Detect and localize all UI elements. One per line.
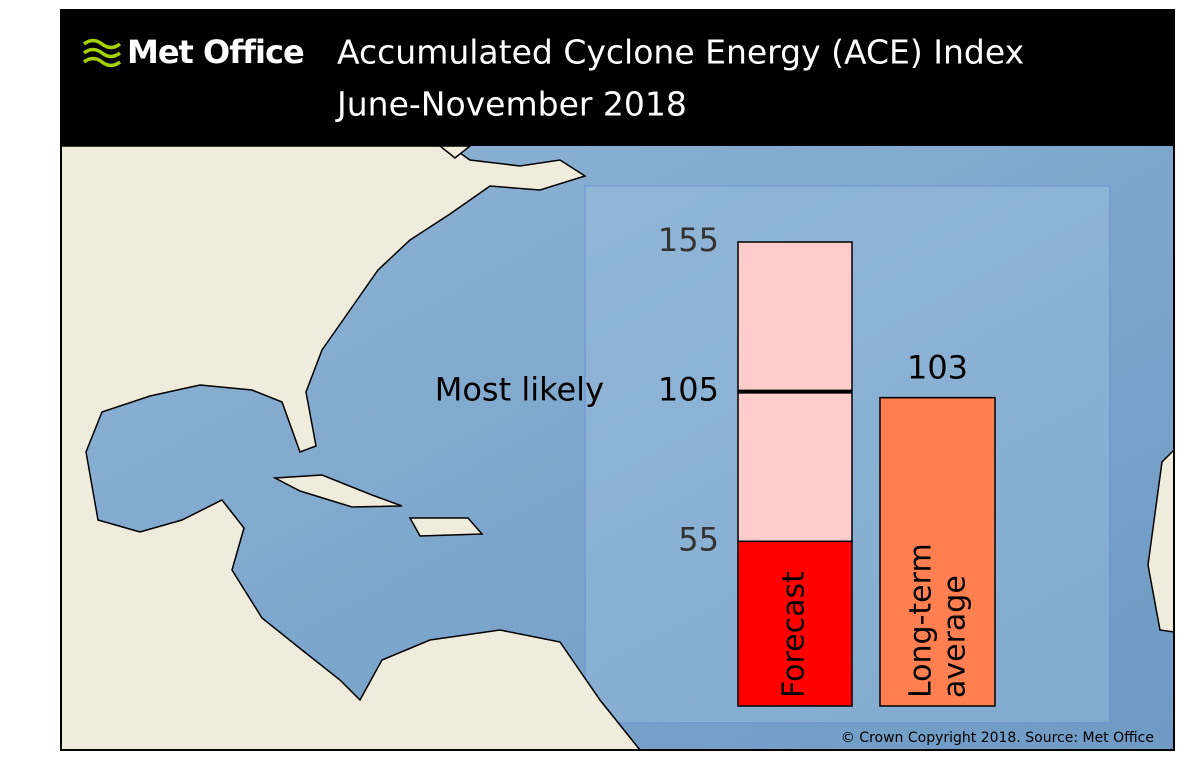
subtitle: June-November 2018	[335, 85, 687, 124]
bar-label: Forecast	[777, 571, 812, 698]
annotation: Most likely	[435, 371, 604, 409]
tick-label: 55	[678, 520, 719, 558]
footer: © Crown Copyright 2018. Source: Met Offi…	[841, 730, 1154, 746]
logo-text: Met Office	[127, 33, 304, 71]
tick-label: 105	[658, 371, 719, 409]
logo-icon	[82, 38, 122, 68]
frame	[60, 9, 1175, 751]
map: © Crown Copyright 2018. Source: Met Offi…	[61, 146, 1174, 750]
title: Accumulated Cyclone Energy (ACE) Index	[337, 33, 1024, 72]
average-bar	[879, 396, 996, 707]
header	[61, 10, 1174, 146]
tick-label: 155	[658, 221, 719, 259]
value-label: 103	[907, 349, 968, 387]
forecast-low	[737, 540, 853, 707]
bar-label: Long-term average	[903, 534, 972, 698]
